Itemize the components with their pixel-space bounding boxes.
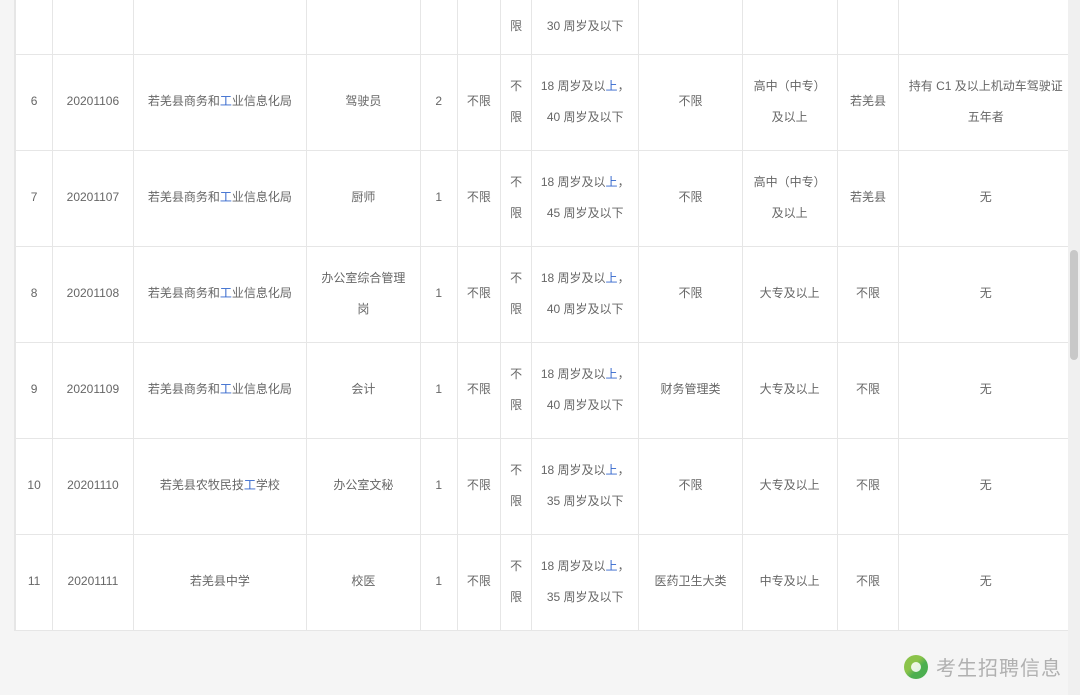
table-cell: 18 周岁及以上，40 周岁及以下	[532, 54, 639, 150]
table-cell: 不限	[501, 342, 532, 438]
table-cell: 驾驶员	[307, 54, 421, 150]
vertical-scrollbar[interactable]	[1068, 0, 1080, 695]
table-cell: 18 周岁及以上，35 周岁及以下	[532, 438, 639, 534]
table-cell: 不限	[501, 438, 532, 534]
table-cell: 不限	[837, 246, 899, 342]
table-cell: 财务管理类	[639, 342, 742, 438]
table-cell: 不限	[457, 342, 500, 438]
table-cell: 20201107	[53, 150, 134, 246]
table-cell: 不限	[457, 54, 500, 150]
table-cell	[53, 0, 134, 54]
table-cell: 医药卫生大类	[639, 534, 742, 630]
table-cell	[16, 0, 53, 54]
table-cell: 2	[420, 54, 457, 150]
table-cell	[307, 0, 421, 54]
table-cell: 8	[16, 246, 53, 342]
table-cell	[457, 0, 500, 54]
watermark: 考生招聘信息	[904, 652, 1062, 681]
table-cell: 18 周岁及以上，40 周岁及以下	[532, 342, 639, 438]
table-cell: 20201111	[53, 534, 134, 630]
table-cell: 不限	[639, 246, 742, 342]
table-cell: 18 周岁及以上，35 周岁及以下	[532, 534, 639, 630]
table-cell: 1	[420, 246, 457, 342]
watermark-text: 考生招聘信息	[936, 652, 1062, 681]
scrollbar-thumb[interactable]	[1070, 250, 1078, 360]
table-cell: 高中（中专）及以上	[742, 150, 837, 246]
table-cell: 会计	[307, 342, 421, 438]
table-cell: 中专及以上	[742, 534, 837, 630]
table-row: 620201106若羌县商务和工业信息化局驾驶员2不限不限18 周岁及以上，40…	[16, 54, 1073, 150]
table-cell: 大专及以上	[742, 438, 837, 534]
table-cell: 若羌县商务和工业信息化局	[133, 246, 306, 342]
table-cell: 不限	[457, 438, 500, 534]
table-row: 1020201110若羌县农牧民技工学校办公室文秘1不限不限18 周岁及以上，3…	[16, 438, 1073, 534]
table-cell: 30 周岁及以下	[532, 0, 639, 54]
table-cell	[899, 0, 1073, 54]
table-cell: 6	[16, 54, 53, 150]
table-cell: 无	[899, 150, 1073, 246]
table-cell	[742, 0, 837, 54]
table-cell: 若羌县中学	[133, 534, 306, 630]
table-cell: 1	[420, 150, 457, 246]
table-cell: 若羌县商务和工业信息化局	[133, 150, 306, 246]
table-cell: 不限	[457, 150, 500, 246]
table-cell: 不限	[501, 534, 532, 630]
table-cell: 不限	[501, 54, 532, 150]
table-cell: 不限	[457, 534, 500, 630]
table-cell	[133, 0, 306, 54]
table-cell: 不限	[837, 534, 899, 630]
table-cell: 不限	[639, 438, 742, 534]
table-container: 限30 周岁及以下620201106若羌县商务和工业信息化局驾驶员2不限不限18…	[14, 0, 1074, 631]
table-cell: 校医	[307, 534, 421, 630]
table-cell: 办公室综合管理岗	[307, 246, 421, 342]
table-cell: 1	[420, 342, 457, 438]
table-cell: 办公室文秘	[307, 438, 421, 534]
table-cell: 无	[899, 534, 1073, 630]
recruitment-table: 限30 周岁及以下620201106若羌县商务和工业信息化局驾驶员2不限不限18…	[15, 0, 1073, 631]
table-cell: 若羌县	[837, 150, 899, 246]
table-cell: 不限	[837, 342, 899, 438]
table-cell: 不限	[457, 246, 500, 342]
table-cell: 若羌县商务和工业信息化局	[133, 54, 306, 150]
table-cell: 10	[16, 438, 53, 534]
table-cell: 大专及以上	[742, 246, 837, 342]
table-row: 1120201111若羌县中学校医1不限不限18 周岁及以上，35 周岁及以下医…	[16, 534, 1073, 630]
table-cell: 若羌县商务和工业信息化局	[133, 342, 306, 438]
table-cell: 不限	[639, 150, 742, 246]
table-cell: 1	[420, 438, 457, 534]
table-cell: 18 周岁及以上，45 周岁及以下	[532, 150, 639, 246]
table-cell: 20201106	[53, 54, 134, 150]
table-cell: 11	[16, 534, 53, 630]
table-cell: 无	[899, 246, 1073, 342]
table-cell: 不限	[501, 150, 532, 246]
table-cell: 高中（中专）及以上	[742, 54, 837, 150]
table-cell	[837, 0, 899, 54]
table-cell: 不限	[837, 438, 899, 534]
table-cell: 若羌县	[837, 54, 899, 150]
table-cell: 1	[420, 534, 457, 630]
table-cell: 无	[899, 342, 1073, 438]
table-cell: 7	[16, 150, 53, 246]
table-cell: 厨师	[307, 150, 421, 246]
table-cell: 持有 C1 及以上机动车驾驶证五年者	[899, 54, 1073, 150]
table-cell: 限	[501, 0, 532, 54]
table-cell: 20201110	[53, 438, 134, 534]
table-cell: 不限	[639, 54, 742, 150]
table-cell: 无	[899, 438, 1073, 534]
table-cell: 不限	[501, 246, 532, 342]
table-row: 820201108若羌县商务和工业信息化局办公室综合管理岗1不限不限18 周岁及…	[16, 246, 1073, 342]
table-cell: 若羌县农牧民技工学校	[133, 438, 306, 534]
table-row-partial: 限30 周岁及以下	[16, 0, 1073, 54]
wechat-icon	[904, 655, 928, 679]
table-row: 720201107若羌县商务和工业信息化局厨师1不限不限18 周岁及以上，45 …	[16, 150, 1073, 246]
table-row: 920201109若羌县商务和工业信息化局会计1不限不限18 周岁及以上，40 …	[16, 342, 1073, 438]
table-cell: 9	[16, 342, 53, 438]
table-cell: 20201109	[53, 342, 134, 438]
table-cell	[420, 0, 457, 54]
table-cell: 18 周岁及以上，40 周岁及以下	[532, 246, 639, 342]
table-cell: 大专及以上	[742, 342, 837, 438]
table-cell: 20201108	[53, 246, 134, 342]
table-cell	[639, 0, 742, 54]
